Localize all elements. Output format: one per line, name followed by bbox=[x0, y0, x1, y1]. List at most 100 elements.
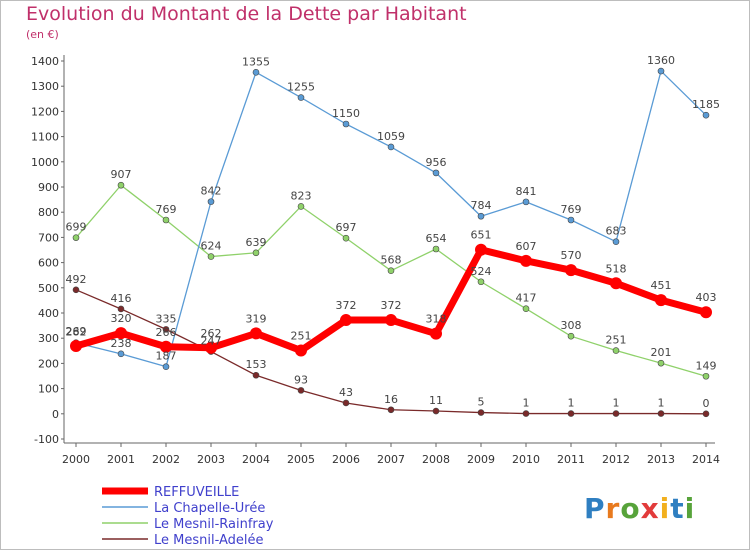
series-point bbox=[387, 267, 395, 274]
series-point bbox=[612, 238, 620, 245]
y-tick-label: 1200 bbox=[31, 105, 59, 118]
data-label: 769 bbox=[156, 203, 177, 216]
data-label: 683 bbox=[606, 225, 627, 238]
y-tick-label: 700 bbox=[38, 231, 59, 244]
data-label: 416 bbox=[111, 292, 132, 305]
data-label: 607 bbox=[516, 240, 537, 253]
series-point bbox=[252, 69, 260, 76]
series-point bbox=[702, 372, 710, 380]
series-lines bbox=[70, 67, 712, 418]
data-label: 651 bbox=[471, 229, 492, 242]
data-label: 639 bbox=[246, 236, 267, 249]
series-point bbox=[250, 327, 262, 340]
legend-entry: Le Mesnil-Rainfray bbox=[154, 517, 274, 532]
data-label: 1 bbox=[568, 397, 575, 410]
series-point bbox=[477, 278, 485, 286]
logo-letter: i bbox=[659, 492, 671, 525]
data-label: 1 bbox=[523, 397, 530, 410]
y-tick-label: 600 bbox=[38, 257, 59, 270]
data-label: 251 bbox=[291, 330, 312, 343]
data-label: 201 bbox=[651, 346, 672, 359]
series-point bbox=[342, 120, 350, 128]
series-point bbox=[612, 347, 620, 354]
data-label: 16 bbox=[384, 393, 398, 406]
data-label: 697 bbox=[336, 221, 357, 234]
data-label: 1185 bbox=[692, 98, 720, 111]
series-point bbox=[342, 234, 350, 242]
data-label: 1 bbox=[658, 397, 665, 410]
data-label: 1059 bbox=[377, 130, 405, 143]
data-label: 403 bbox=[696, 291, 717, 304]
y-tick-label: -100 bbox=[34, 433, 59, 446]
series-point bbox=[117, 305, 125, 313]
series-point bbox=[72, 286, 80, 294]
series-point bbox=[342, 399, 350, 407]
series-point bbox=[387, 143, 395, 151]
series-point bbox=[432, 407, 440, 415]
series-point bbox=[567, 216, 575, 224]
series-point bbox=[297, 387, 305, 394]
data-label: 153 bbox=[246, 358, 267, 371]
data-label: 93 bbox=[294, 373, 308, 386]
data-label: 842 bbox=[201, 185, 222, 198]
data-label: 417 bbox=[516, 292, 537, 305]
data-label: 907 bbox=[111, 168, 132, 181]
data-label: 823 bbox=[291, 189, 312, 202]
x-tick-label: 2002 bbox=[152, 453, 180, 466]
chart-unit-label: (en €) bbox=[26, 28, 59, 41]
data-label: 1255 bbox=[287, 81, 315, 94]
series-point bbox=[702, 111, 710, 119]
data-label: 0 bbox=[703, 397, 710, 410]
series-point bbox=[297, 203, 305, 210]
series-point bbox=[207, 253, 215, 260]
x-tick-label: 2014 bbox=[692, 453, 720, 466]
y-tick-label: 100 bbox=[38, 383, 59, 396]
data-label: 320 bbox=[111, 312, 132, 325]
data-label: 568 bbox=[381, 254, 402, 267]
y-tick-label: 800 bbox=[38, 206, 59, 219]
y-tick-label: 1100 bbox=[31, 131, 59, 144]
data-label: 262 bbox=[201, 327, 222, 340]
data-label: 335 bbox=[156, 312, 177, 325]
series-point bbox=[117, 181, 125, 189]
logo-letter: x bbox=[640, 492, 660, 525]
logo-letter: t bbox=[670, 492, 685, 525]
series-point bbox=[432, 169, 440, 177]
axes: -100 0 100 200 300 400 500 600 700 800 900 1000 1100… bbox=[31, 55, 720, 466]
series-point bbox=[477, 212, 485, 220]
series-point bbox=[297, 94, 305, 101]
series-point bbox=[522, 198, 530, 206]
data-label: 308 bbox=[561, 319, 582, 332]
series-point bbox=[72, 234, 80, 241]
data-label: 149 bbox=[696, 359, 717, 372]
data-label: 654 bbox=[426, 232, 447, 245]
series-point bbox=[252, 371, 260, 379]
series-point bbox=[205, 341, 217, 354]
series-point bbox=[117, 350, 125, 358]
data-label: 1 bbox=[613, 397, 620, 410]
data-label: 5 bbox=[478, 396, 485, 409]
data-label: 956 bbox=[426, 156, 447, 169]
series-point bbox=[162, 326, 170, 333]
data-label: 319 bbox=[246, 312, 267, 325]
series-point bbox=[565, 264, 577, 277]
data-label: 1150 bbox=[332, 107, 360, 120]
data-label: 1360 bbox=[647, 54, 675, 67]
y-tick-label: 1300 bbox=[31, 80, 59, 93]
data-label: 269 bbox=[66, 325, 87, 338]
y-tick-label: 300 bbox=[38, 332, 59, 345]
legend-entry: REFFUVEILLE bbox=[154, 485, 239, 500]
x-tick-label: 2000 bbox=[62, 453, 90, 466]
legend-entry: La Chapelle-Urée bbox=[154, 501, 265, 516]
data-label: 372 bbox=[336, 299, 357, 312]
data-label: 570 bbox=[561, 249, 582, 262]
series-point bbox=[567, 410, 575, 417]
data-label: 251 bbox=[606, 334, 627, 347]
data-label: 784 bbox=[471, 199, 492, 212]
x-tick-label: 2008 bbox=[422, 453, 450, 466]
series-point bbox=[387, 406, 395, 414]
series-point bbox=[610, 277, 622, 290]
logo-letter: i bbox=[684, 492, 696, 525]
x-tick-label: 2013 bbox=[647, 453, 675, 466]
x-tick-label: 2007 bbox=[377, 453, 405, 466]
